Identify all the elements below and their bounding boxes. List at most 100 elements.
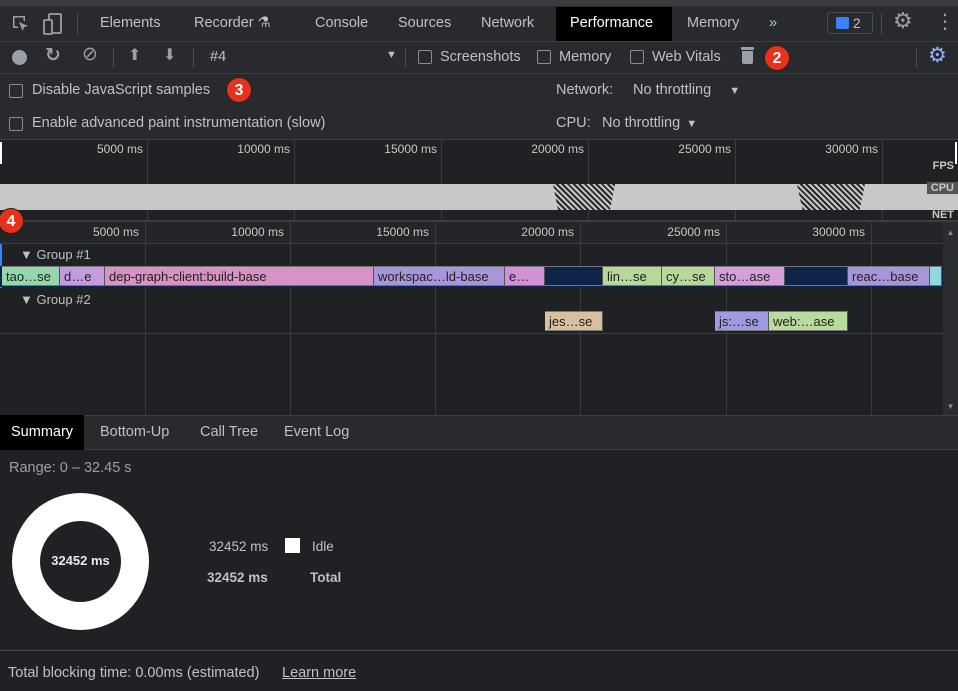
network-throttling-select[interactable]: No throttling ▼ [633, 82, 741, 98]
more-options-icon[interactable]: ⋮ [935, 11, 955, 33]
flame-bar[interactable]: jes…se [545, 311, 603, 331]
clear-icon[interactable]: ⊘ [82, 44, 98, 65]
profile-select[interactable]: #4 ▼ [210, 49, 397, 65]
overview-tick: 15000 ms [384, 142, 437, 156]
annotation-badge-4: 4 [0, 208, 24, 234]
advanced-paint-checkbox[interactable] [9, 117, 23, 131]
flame-bar[interactable] [545, 266, 603, 286]
timeline-gridline [290, 222, 291, 415]
overview-gridline [441, 140, 442, 184]
record-button[interactable] [12, 50, 27, 65]
timeline-tick: 30000 ms [812, 225, 865, 239]
reload-record-icon[interactable]: ↻ [45, 45, 61, 66]
chevron-down-icon: ▼ [729, 85, 741, 97]
device-toolbar-icon[interactable] [43, 12, 63, 36]
tab-console[interactable]: Console [315, 15, 369, 31]
idle-label: Idle [312, 539, 334, 554]
overview-right-handle[interactable] [955, 142, 957, 164]
cpu-label: CPU [926, 182, 958, 194]
flame-bar[interactable] [785, 266, 848, 286]
flame-bar[interactable]: web:…ase [769, 311, 848, 331]
flame-bar[interactable]: d…e [60, 266, 105, 286]
devtools-tabbar: Elements Recorder ⚗ Console Sources Netw… [0, 0, 958, 42]
overview-gridline [441, 210, 442, 222]
net-label: NET [932, 209, 954, 221]
issues-button[interactable]: 2 [827, 12, 873, 34]
total-value: 32452 ms [207, 570, 268, 585]
overview-tick: 10000 ms [237, 142, 290, 156]
load-profile-icon[interactable]: ⬆ [128, 47, 142, 64]
learn-more-link[interactable]: Learn more [282, 665, 357, 681]
overview-gridline [588, 140, 589, 184]
flame-bar[interactable]: workspac…ld-base [374, 266, 505, 286]
web-vitals-label: Web Vitals [652, 49, 721, 65]
message-icon [836, 17, 849, 29]
cpu-idle-hatch [553, 184, 615, 210]
disable-js-samples-checkbox[interactable] [9, 84, 23, 98]
overview-left-handle[interactable] [0, 142, 2, 164]
overview-tick: 5000 ms [96, 142, 143, 156]
tab-memory[interactable]: Memory [687, 15, 740, 31]
flame-bar[interactable]: lin…se [603, 266, 662, 286]
overview-gridline [147, 210, 148, 222]
flame-bar[interactable]: js:…se [715, 311, 769, 331]
timeline-tick: 20000 ms [521, 225, 574, 239]
screenshots-label: Screenshots [440, 49, 521, 65]
fps-label: FPS [932, 160, 954, 172]
tab-bottom-up[interactable]: Bottom-Up [100, 424, 170, 440]
tab-elements[interactable]: Elements [100, 15, 161, 31]
disable-js-samples-label: Disable JavaScript samples [32, 82, 211, 98]
flame-scrollbar[interactable]: ▲ ▼ [943, 222, 958, 415]
inspect-element-icon[interactable] [11, 14, 31, 34]
total-label: Total [310, 570, 342, 585]
tab-event-log[interactable]: Event Log [284, 424, 350, 440]
capture-settings-gear-icon[interactable]: ⚙ [928, 44, 947, 67]
flame-bar[interactable]: tao…se [2, 266, 60, 286]
donut-center-total: 32452 ms [51, 553, 110, 568]
settings-gear-icon[interactable]: ⚙ [893, 8, 913, 33]
save-profile-icon[interactable]: ⬇ [163, 47, 177, 64]
tab-sources[interactable]: Sources [398, 15, 452, 31]
summary-donut: 32452 ms [12, 493, 149, 630]
timeline-gridline [871, 222, 872, 415]
cpu-throttling-select[interactable]: No throttling ▼ [602, 115, 698, 131]
timeline-tick: 5000 ms [92, 225, 139, 239]
flame-bar[interactable]: cy…se [662, 266, 715, 286]
tab-performance[interactable]: Performance [556, 7, 672, 41]
timeline-tick: 10000 ms [231, 225, 284, 239]
overview-gridline [735, 210, 736, 222]
memory-checkbox[interactable] [537, 50, 551, 64]
timeline-overview[interactable]: 5000 ms 10000 ms 15000 ms 20000 ms 25000 ms 3… [0, 140, 958, 222]
tab-network[interactable]: Network [481, 15, 535, 31]
cpu-idle-hatch [797, 184, 865, 210]
timeline-gridline [435, 222, 436, 415]
overview-gridline [294, 210, 295, 222]
overview-gridline [588, 210, 589, 222]
more-tabs-icon[interactable]: » [769, 15, 778, 31]
overview-gridline [882, 140, 883, 184]
overview-gridline [882, 210, 883, 222]
group-2-header[interactable]: ▼ Group #2 [20, 292, 91, 307]
tab-recorder[interactable]: Recorder ⚗ [180, 7, 285, 41]
trash-icon[interactable] [741, 47, 754, 64]
capture-settings-panel: Disable JavaScript samples Enable advanc… [0, 74, 958, 140]
group-1-header[interactable]: ▼ Group #1 [20, 247, 91, 262]
flame-bar[interactable] [930, 266, 942, 286]
overview-gridline [147, 140, 148, 184]
web-vitals-checkbox[interactable] [630, 50, 644, 64]
network-label: Network: [556, 82, 614, 98]
flame-bar[interactable]: dep-graph-client:build-base [105, 266, 374, 286]
flask-icon: ⚗ [257, 15, 271, 31]
flame-bar[interactable]: e… [505, 266, 545, 286]
overview-tick: 30000 ms [825, 142, 878, 156]
summary-range: Range: 0 – 32.45 s [9, 460, 132, 476]
annotation-badge-3: 3 [226, 77, 252, 103]
flame-bar[interactable]: sto…ase [715, 266, 785, 286]
overview-gridline [294, 140, 295, 184]
flame-chart[interactable]: 5000 ms 10000 ms 15000 ms 20000 ms 25000 ms 3… [0, 222, 943, 415]
tab-call-tree[interactable]: Call Tree [200, 424, 259, 440]
flame-bar[interactable]: reac…base [848, 266, 930, 286]
tab-summary[interactable]: Summary [0, 415, 85, 450]
screenshots-checkbox[interactable] [418, 50, 432, 64]
annotation-badge-2: 2 [764, 45, 790, 71]
